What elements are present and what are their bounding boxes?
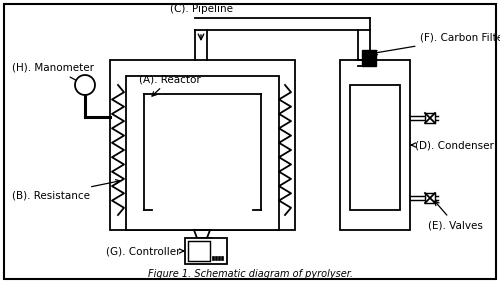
Bar	[215, 256, 217, 260]
Bar	[350, 85, 400, 210]
Circle shape	[75, 75, 95, 95]
Bar	[218, 256, 220, 260]
Bar	[425, 193, 435, 203]
Bar	[126, 76, 279, 230]
Text: (E). Valves: (E). Valves	[428, 201, 483, 230]
Bar	[362, 50, 376, 66]
Text: (H). Manometer: (H). Manometer	[12, 63, 94, 83]
Bar	[188, 241, 210, 261]
Bar	[212, 256, 214, 260]
Text: (A). Reactor: (A). Reactor	[139, 74, 201, 96]
Bar	[110, 60, 295, 230]
Text: (D). Condenser: (D). Condenser	[412, 140, 494, 150]
Bar	[340, 60, 410, 230]
Bar	[185, 238, 227, 264]
Bar	[425, 113, 435, 123]
Text: (C). Pipeline: (C). Pipeline	[170, 4, 232, 14]
Bar	[221, 256, 223, 260]
Text: Figure 1. Schematic diagram of pyrolyser.: Figure 1. Schematic diagram of pyrolyser…	[148, 269, 352, 279]
Text: (G). Controller: (G). Controller	[106, 246, 184, 256]
Text: (F). Carbon Filter: (F). Carbon Filter	[373, 33, 500, 55]
Text: (B). Resistance: (B). Resistance	[12, 180, 120, 200]
